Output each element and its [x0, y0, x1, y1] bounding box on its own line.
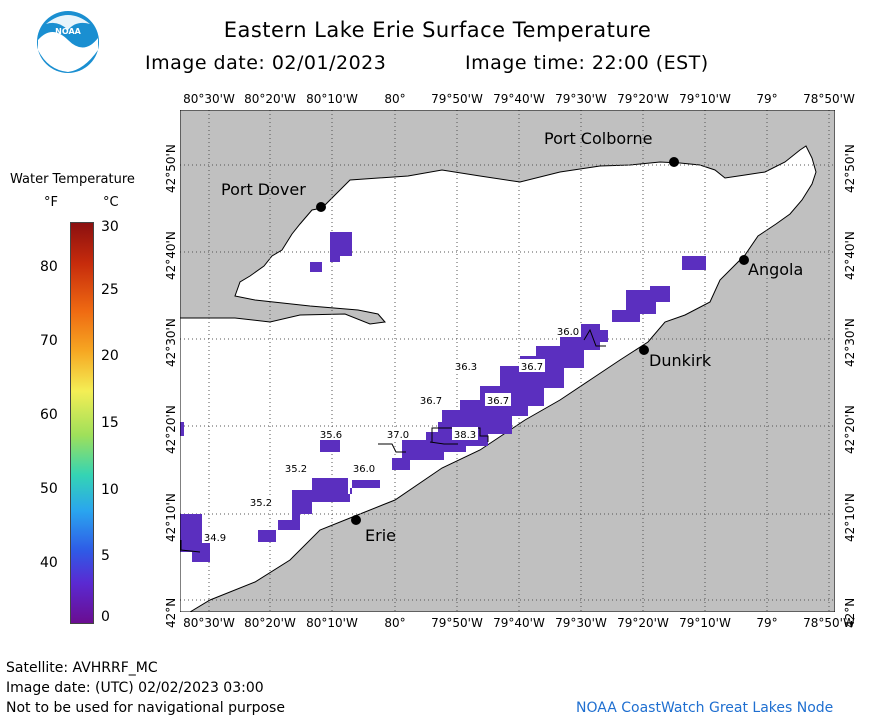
- legend-f-tick: 50: [40, 481, 58, 497]
- svg-text:35.6: 35.6: [320, 430, 342, 441]
- svg-text:36.7: 36.7: [487, 396, 509, 407]
- svg-text:36.0: 36.0: [353, 464, 375, 475]
- legend-unit-f: °F: [44, 195, 58, 210]
- legend-c-tick: 15: [101, 415, 119, 431]
- temperature-label: 36.0: [555, 324, 581, 338]
- lon-tick-label: 79°50'W: [431, 92, 483, 106]
- lon-tick-label: 78°50'W: [803, 92, 855, 106]
- legend-title: Water Temperature: [10, 172, 135, 187]
- lon-tick-label: 78°50'W: [803, 616, 855, 630]
- legend-c-tick: 10: [101, 482, 119, 498]
- port-colborne-label: Port Colborne: [544, 129, 652, 148]
- port-dover-marker: [316, 202, 326, 212]
- utc-date: Image date: (UTC) 02/02/2023 03:00: [6, 680, 264, 696]
- lat-tick-label: 42°50'N: [843, 144, 857, 193]
- lon-tick-label: 80°30'W: [183, 616, 235, 630]
- svg-text:36.7: 36.7: [521, 362, 543, 373]
- satellite-info: Satellite: AVHRRF_MC: [6, 660, 158, 676]
- lon-tick-label: 79°: [756, 92, 778, 106]
- lon-tick-label: 79°40'W: [493, 92, 545, 106]
- svg-text:35.2: 35.2: [285, 464, 307, 475]
- image-date: Image date: 02/01/2023: [145, 52, 387, 74]
- lon-tick-label: 79°10'W: [679, 616, 731, 630]
- angola-label: Angola: [748, 260, 803, 279]
- temperature-label: 36.7: [418, 393, 444, 407]
- lat-tick-label: 42°30'N: [164, 318, 178, 367]
- lon-tick-label: 80°30'W: [183, 92, 235, 106]
- temperature-label: 36.3: [453, 359, 479, 373]
- legend-f-tick: 80: [40, 259, 58, 275]
- lon-tick-label: 79°10'W: [679, 92, 731, 106]
- temperature-label: 35.2: [248, 495, 274, 509]
- legend-f-tick: 60: [40, 407, 58, 423]
- lon-tick-label: 80°20'W: [244, 92, 296, 106]
- logo-text: NOAA: [55, 27, 81, 36]
- noaa-logo: NOAA: [36, 10, 100, 74]
- legend-f-tick: 70: [40, 333, 58, 349]
- isotherm-lines: [180, 328, 606, 553]
- lon-tick-label: 79°50'W: [431, 616, 483, 630]
- port-colborne-marker: [669, 157, 679, 167]
- temperature-label: 36.7: [485, 393, 511, 407]
- place-labels: Port Colborne Port Dover Angola Dunkirk …: [221, 129, 803, 545]
- lat-tick-label: 42°20'N: [843, 405, 857, 454]
- lat-tick-label: 42°50'N: [164, 144, 178, 193]
- port-dover-label: Port Dover: [221, 180, 306, 199]
- erie-label: Erie: [365, 526, 396, 545]
- legend-c-tick: 5: [101, 548, 110, 564]
- svg-text:37.0: 37.0: [387, 430, 409, 441]
- lon-tick-label: 79°20'W: [617, 92, 669, 106]
- svg-text:36.0: 36.0: [557, 327, 579, 338]
- lon-tick-label: 80°10'W: [306, 616, 358, 630]
- angola-marker: [739, 255, 749, 265]
- temperature-labels: 36.0 36.3 36.7 36.7 36.7 35.6 37.0 38.3 35.2 36.0…: [202, 324, 581, 544]
- map-title: Eastern Lake Erie Surface Temperature: [223, 18, 652, 42]
- temperature-label: 35.2: [283, 461, 309, 475]
- lat-tick-label: 42°40'N: [164, 231, 178, 280]
- svg-text:36.7: 36.7: [420, 396, 442, 407]
- svg-text:38.3: 38.3: [454, 430, 476, 441]
- disclaimer: Not to be used for navigational purpose: [6, 700, 285, 716]
- erie-marker: [351, 515, 361, 525]
- legend-c-tick: 30: [101, 219, 119, 235]
- legend-unit-c: °C: [103, 195, 119, 210]
- lat-tick-label: 42°N: [843, 597, 857, 628]
- cold-water-patches: [180, 232, 706, 562]
- lon-tick-label: 79°30'W: [555, 92, 607, 106]
- lon-tick-label: 80°: [384, 616, 406, 630]
- temperature-label: 38.3: [452, 427, 478, 441]
- temperature-label: 34.9: [202, 530, 228, 544]
- temperature-label: 35.6: [318, 427, 344, 441]
- temperature-label: 36.0: [351, 461, 377, 475]
- lat-tick-label: 42°N: [164, 597, 178, 628]
- dunkirk-label: Dunkirk: [649, 351, 712, 370]
- legend-f-tick: 40: [40, 555, 58, 571]
- lon-tick-label: 80°10'W: [306, 92, 358, 106]
- lat-tick-label: 42°20'N: [164, 405, 178, 454]
- credit-link[interactable]: NOAA CoastWatch Great Lakes Node: [576, 700, 834, 716]
- lon-tick-label: 79°: [756, 616, 778, 630]
- svg-text:34.9: 34.9: [204, 533, 226, 544]
- lon-tick-label: 79°30'W: [555, 616, 607, 630]
- svg-text:36.3: 36.3: [455, 362, 477, 373]
- place-markers: [316, 157, 749, 525]
- lat-tick-label: 42°30'N: [843, 318, 857, 367]
- lat-tick-label: 42°10'N: [843, 493, 857, 542]
- lon-tick-label: 79°40'W: [493, 616, 545, 630]
- lat-tick-label: 42°40'N: [843, 231, 857, 280]
- lon-tick-label: 79°20'W: [617, 616, 669, 630]
- legend-c-tick: 0: [101, 609, 110, 625]
- legend-c-tick: 25: [101, 282, 119, 298]
- lon-tick-label: 80°20'W: [244, 616, 296, 630]
- temperature-label: 36.7: [519, 359, 545, 373]
- color-scale-bar: [70, 222, 94, 624]
- image-time: Image time: 22:00 (EST): [465, 52, 709, 74]
- lat-tick-label: 42°10'N: [164, 493, 178, 542]
- temperature-label: 37.0: [385, 427, 411, 441]
- svg-text:35.2: 35.2: [250, 498, 272, 509]
- lon-tick-label: 80°: [384, 92, 406, 106]
- lake-map: 36.0 36.3 36.7 36.7 36.7 35.6 37.0 38.3 35.2 36.0…: [180, 110, 835, 612]
- legend-c-tick: 20: [101, 348, 119, 364]
- dunkirk-marker: [639, 345, 649, 355]
